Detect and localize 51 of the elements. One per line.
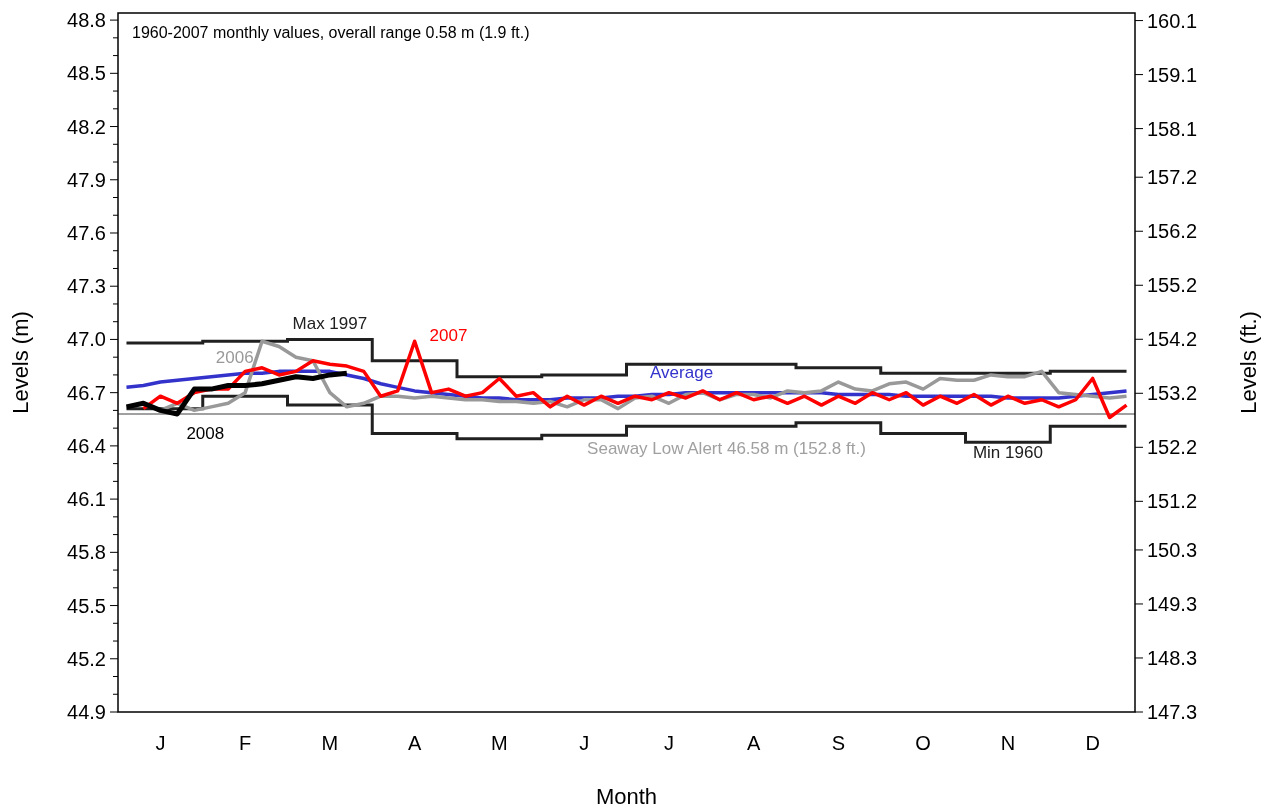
x-tick-label: J — [663, 732, 674, 754]
x-tick-label: M — [321, 732, 339, 754]
y-tick-label: 47.0 — [67, 328, 106, 351]
y-tick-label: 48.8 — [67, 9, 106, 32]
series-label: 2006 — [215, 347, 254, 367]
y2-tick-label: 153.2 — [1147, 382, 1198, 405]
series-label: Average — [650, 363, 714, 383]
y2-tick-label: 157.2 — [1147, 166, 1198, 189]
y2-tick-label: 149.3 — [1147, 592, 1198, 615]
y-tick-label: 45.5 — [67, 594, 106, 617]
y-tick-label: 46.4 — [67, 434, 106, 457]
x-tick-label: A — [746, 732, 761, 754]
y-tick-label: 47.6 — [67, 221, 106, 244]
y2-tick-label: 152.2 — [1147, 436, 1198, 459]
y2-tick-label: 155.2 — [1147, 274, 1198, 297]
y2-tick-label: 159.1 — [1147, 63, 1198, 86]
y2-tick-label: 156.2 — [1147, 220, 1198, 243]
y2-tick-label: 160.1 — [1147, 9, 1198, 32]
y-tick-label: 46.7 — [67, 381, 106, 404]
y2-tick-label: 147.3 — [1147, 701, 1198, 723]
x-tick-label: J — [579, 732, 590, 754]
x-tick-label: A — [407, 732, 422, 754]
y2-tick-label: 151.2 — [1147, 490, 1198, 513]
y2-axis-title: Levels (ft.) — [1236, 311, 1261, 414]
y-tick-label: 47.3 — [67, 275, 106, 298]
y2-tick-label: 154.2 — [1147, 328, 1198, 351]
y-tick-label: 44.9 — [67, 701, 106, 723]
y2-tick-label: 148.3 — [1147, 646, 1198, 669]
x-tick-label: F — [239, 732, 252, 754]
x-tick-label: N — [1000, 732, 1016, 754]
series-label: Max 1997 — [292, 313, 368, 333]
y2-tick-label: 150.3 — [1147, 538, 1198, 561]
x-tick-label: O — [915, 732, 931, 754]
y-tick-label: 47.9 — [67, 168, 106, 191]
ref-line-label: Seaway Low Alert 46.58 m (152.8 ft.) — [587, 438, 866, 458]
y-tick-label: 45.8 — [67, 541, 106, 564]
x-tick-label: S — [831, 732, 846, 754]
y-axis-title: Levels (m) — [8, 311, 33, 414]
annotation: 1960-2007 monthly values, overall range 0.58 m (1.9 ft.) — [132, 24, 530, 41]
x-tick-label: D — [1085, 732, 1100, 754]
y-tick-label: 45.2 — [67, 647, 106, 670]
y-tick-label: 46.1 — [67, 488, 106, 511]
x-axis-title: Month — [595, 784, 658, 808]
x-tick-label: M — [491, 732, 508, 754]
y-tick-label: 48.2 — [67, 115, 106, 138]
y2-tick-label: 158.1 — [1147, 117, 1198, 140]
series-label: 2007 — [429, 326, 468, 346]
y-tick-label: 48.5 — [67, 62, 106, 85]
x-tick-label: J — [155, 732, 166, 754]
series-label: Min 1960 — [972, 443, 1043, 463]
series-label: 2008 — [186, 423, 225, 443]
